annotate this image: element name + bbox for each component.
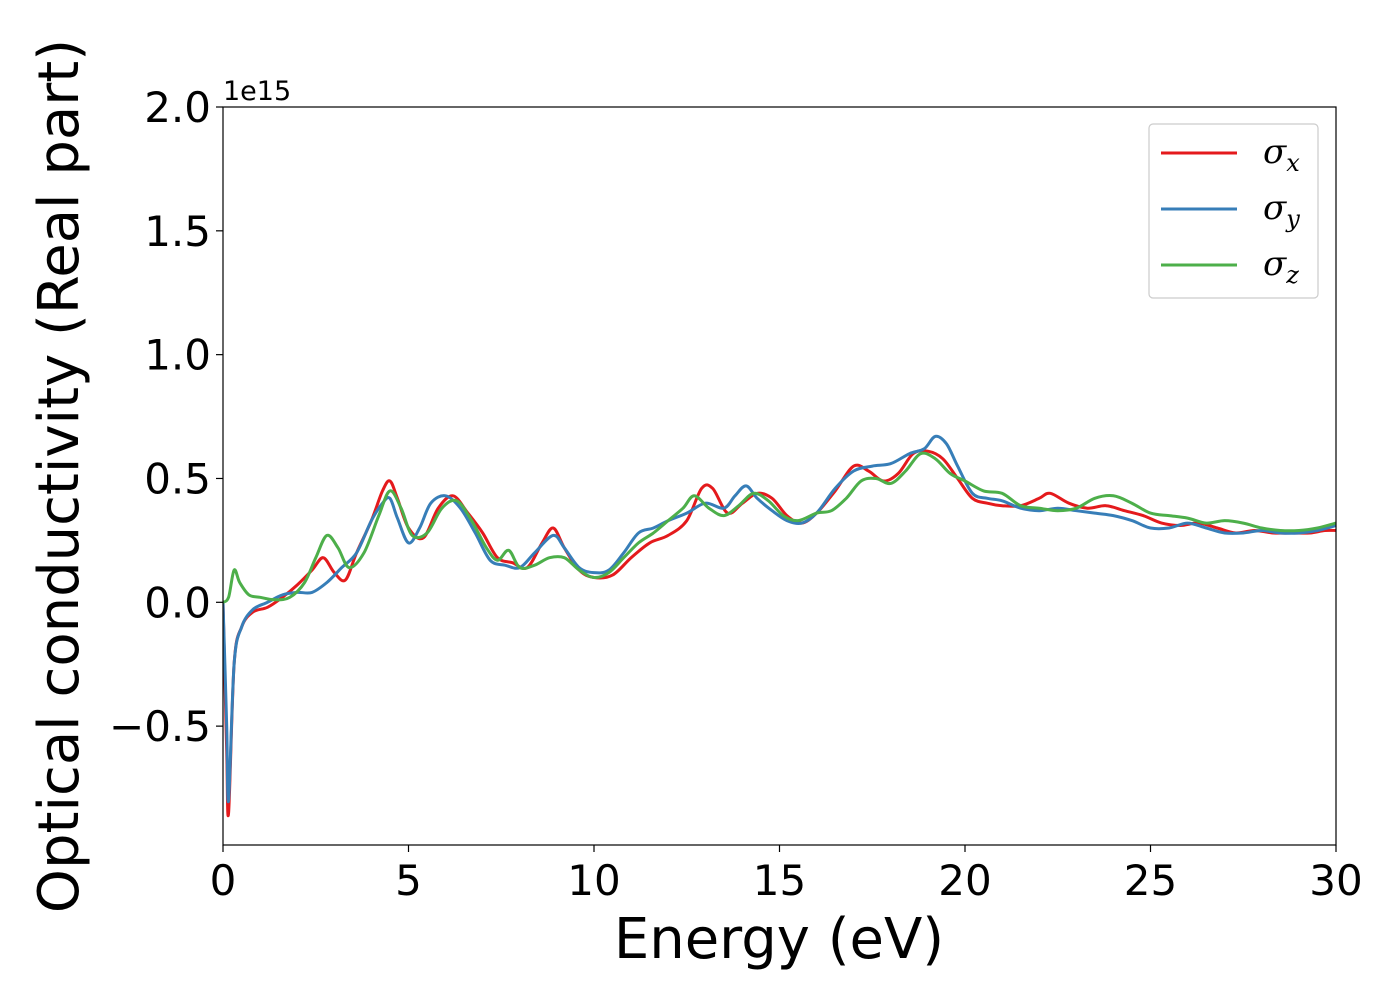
series-line-sigma-z <box>223 451 1336 604</box>
legend-label-sigma-z: σz <box>1263 244 1299 289</box>
legend-label-sigma-y: σy <box>1263 188 1300 233</box>
y-tick-label: 1.0 <box>144 331 211 380</box>
y-tick-label: 2.0 <box>144 83 211 132</box>
y-tick-label: −0.5 <box>109 702 211 751</box>
x-tick-label: 0 <box>210 856 237 905</box>
legend-box <box>1148 123 1319 299</box>
legend-label-sigma-x: σx <box>1263 132 1300 177</box>
x-tick-label: 10 <box>567 856 620 905</box>
x-axis: 0 5 10 15 20 25 30 <box>210 845 1363 905</box>
x-tick-label: 15 <box>753 856 806 905</box>
y-tick-label: 1.5 <box>144 207 211 256</box>
series-layer <box>223 434 1336 818</box>
x-tick-label: 5 <box>395 856 422 905</box>
series-line-sigma-x <box>223 449 1336 818</box>
y-tick-label: 0.0 <box>144 578 211 627</box>
x-tick-label: 20 <box>938 856 991 905</box>
legend: σx σy σz <box>1148 123 1319 299</box>
x-axis-title: Energy (eV) <box>614 907 944 972</box>
y-offset-label: 1e15 <box>223 76 291 107</box>
y-axis: −0.5 0.0 0.5 1.0 1.5 2.0 <box>109 83 223 751</box>
y-axis-title: Optical conductivity (Real part) <box>27 39 92 913</box>
x-tick-label: 25 <box>1124 856 1177 905</box>
x-tick-label: 30 <box>1309 856 1362 905</box>
y-tick-label: 0.5 <box>144 454 211 503</box>
